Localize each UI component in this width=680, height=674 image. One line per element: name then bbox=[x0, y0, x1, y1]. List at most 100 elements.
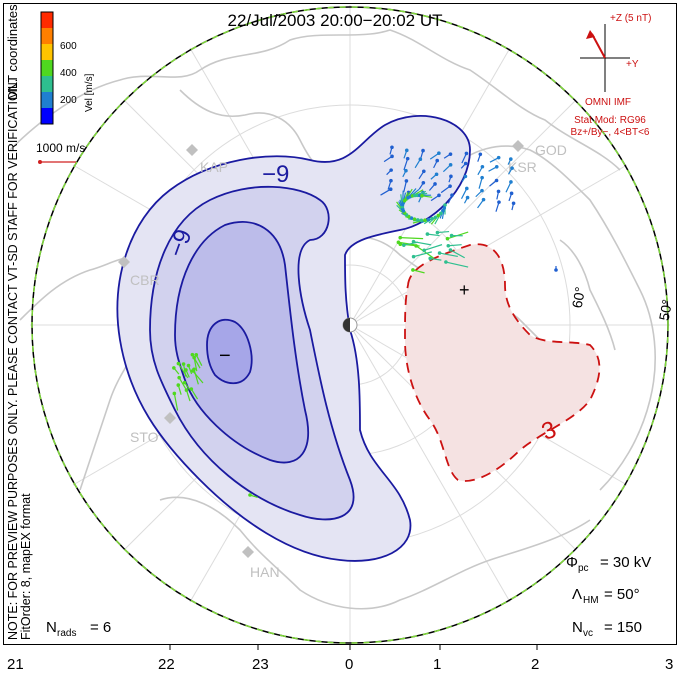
velocity-vector bbox=[193, 369, 199, 385]
velocity-colorbar: 600 400 200 Vel [m/s] bbox=[40, 11, 95, 125]
colorbar-segment bbox=[41, 92, 53, 109]
mlt-label-0: 0 bbox=[345, 656, 353, 673]
mlt-ticks bbox=[169, 644, 538, 650]
velocity-vector-origin bbox=[554, 268, 558, 272]
velocity-vector bbox=[403, 180, 407, 193]
velocity-vector bbox=[195, 354, 203, 366]
velocity-vector-origin bbox=[437, 251, 442, 255]
velocity-vector-origin bbox=[390, 154, 394, 159]
imf-bz-label: +Z (5 nT) bbox=[610, 13, 651, 24]
phi-pc-value: = 30 kV bbox=[600, 554, 651, 571]
latitude-label-60: 60° bbox=[569, 286, 588, 310]
colorbar-segment bbox=[41, 28, 53, 45]
velocity-vector-origin bbox=[189, 387, 194, 391]
velocity-vector-origin bbox=[419, 218, 424, 223]
velocity-vector-origin bbox=[448, 163, 453, 167]
velocity-vector-origin bbox=[422, 169, 426, 174]
stat-mod-label: Stat Mod: RG96 bbox=[574, 115, 646, 126]
velocity-scale-label: 1000 m/s bbox=[36, 141, 85, 155]
stat-mod-bin: Bz+/By−, 4<BT<6 bbox=[571, 127, 650, 138]
velocity-vector-origin bbox=[404, 168, 408, 173]
heppner-maynard-boundary-dash bbox=[31, 6, 669, 644]
plot-title: 22/Jul/2003 20:00−20:02 UT bbox=[227, 11, 442, 30]
velocity-vector bbox=[445, 261, 469, 268]
velocity-vector-origin bbox=[480, 175, 484, 180]
imf-vector-arrowhead-icon bbox=[586, 30, 595, 39]
velocity-vector bbox=[450, 249, 465, 259]
velocity-vector-origin bbox=[388, 187, 393, 192]
velocity-vector-origin bbox=[411, 254, 416, 259]
velocity-vector-origin bbox=[509, 157, 513, 161]
velocity-vector-origin bbox=[184, 388, 189, 392]
imf-source: OMNI IMF bbox=[585, 97, 631, 108]
phi-pc-subscript: pc bbox=[578, 563, 589, 574]
mlt-label-2: 2 bbox=[531, 656, 539, 673]
velocity-vector-origin bbox=[478, 152, 483, 157]
velocity-vector bbox=[403, 158, 409, 171]
mlt-label-1: 1 bbox=[433, 656, 441, 673]
velocity-vector-origin bbox=[176, 383, 181, 387]
velocity-vector-origin bbox=[449, 174, 453, 179]
positive-potential-cell bbox=[404, 243, 601, 482]
station-marker-sto bbox=[164, 412, 176, 424]
velocity-vector-origin bbox=[194, 353, 199, 357]
velocity-vector-origin bbox=[449, 233, 454, 238]
coast-south bbox=[159, 496, 591, 610]
velocity-vector bbox=[437, 230, 450, 234]
velocity-vector bbox=[380, 188, 392, 196]
velocity-vector-origin bbox=[182, 380, 187, 385]
nvc-subscript: vc bbox=[583, 628, 593, 639]
velocity-vector-origin bbox=[497, 200, 501, 204]
velocity-vector-origin bbox=[480, 188, 484, 193]
nvc-symbol: N bbox=[572, 619, 583, 636]
station-sto: STO bbox=[130, 429, 159, 445]
station-ksr: KSR bbox=[508, 159, 537, 175]
velocity-vector bbox=[403, 241, 419, 246]
velocity-vector-origin bbox=[420, 193, 424, 198]
velocity-vector-origin bbox=[448, 184, 452, 188]
velocity-vector-origin bbox=[177, 375, 181, 380]
velocity-vector-origin bbox=[409, 216, 414, 220]
velocity-vector-origin bbox=[433, 182, 437, 186]
velocity-vector-origin bbox=[421, 148, 425, 153]
velocity-vector bbox=[398, 241, 416, 246]
velocity-vector-origin bbox=[494, 165, 499, 169]
nrads-subscript: rads bbox=[57, 628, 76, 639]
velocity-vector-origin bbox=[446, 243, 451, 248]
station-kap: KAP bbox=[200, 159, 228, 175]
velocity-vector-origin bbox=[442, 206, 447, 210]
velocity-vector bbox=[478, 177, 483, 189]
velocity-vector bbox=[193, 357, 198, 372]
velocity-vector-origin bbox=[465, 186, 469, 191]
velocity-vector-origin bbox=[412, 217, 417, 221]
velocity-vector-origin bbox=[509, 180, 513, 184]
station-god: GOD bbox=[535, 142, 567, 158]
velocity-vector-origin bbox=[404, 148, 409, 153]
station-marker-han bbox=[242, 546, 254, 558]
coast-east bbox=[449, 145, 656, 491]
velocity-vector-origin bbox=[411, 268, 415, 272]
velocity-vector bbox=[460, 188, 468, 200]
velocity-vector-origin bbox=[248, 493, 252, 497]
potential-maximum-marker: + bbox=[459, 280, 470, 300]
station-cbr: CBR bbox=[130, 272, 160, 288]
velocity-vector-origin bbox=[416, 218, 420, 222]
mlt-label-23: 23 bbox=[252, 656, 269, 673]
velocity-vector bbox=[413, 251, 432, 258]
velocity-vector-origin bbox=[437, 151, 441, 156]
velocity-vector-origin bbox=[389, 178, 393, 183]
negative-potential-cell bbox=[116, 115, 471, 562]
velocity-vector-origin bbox=[435, 158, 440, 163]
colorbar-segment bbox=[41, 44, 53, 61]
velocity-vector-origin bbox=[430, 216, 434, 221]
velocity-vector-origin bbox=[192, 355, 196, 360]
velocity-vector bbox=[448, 244, 462, 247]
velocity-vector-origin bbox=[439, 211, 443, 216]
velocity-vector-origin bbox=[389, 168, 393, 172]
imf-clock: +Z (5 nT) +Y OMNI IMF bbox=[580, 13, 651, 108]
velocity-vector-origin bbox=[428, 256, 432, 261]
velocity-scale-vector bbox=[38, 160, 76, 164]
velocity-vector-origin bbox=[405, 156, 410, 161]
velocity-vector-origin bbox=[422, 248, 427, 253]
